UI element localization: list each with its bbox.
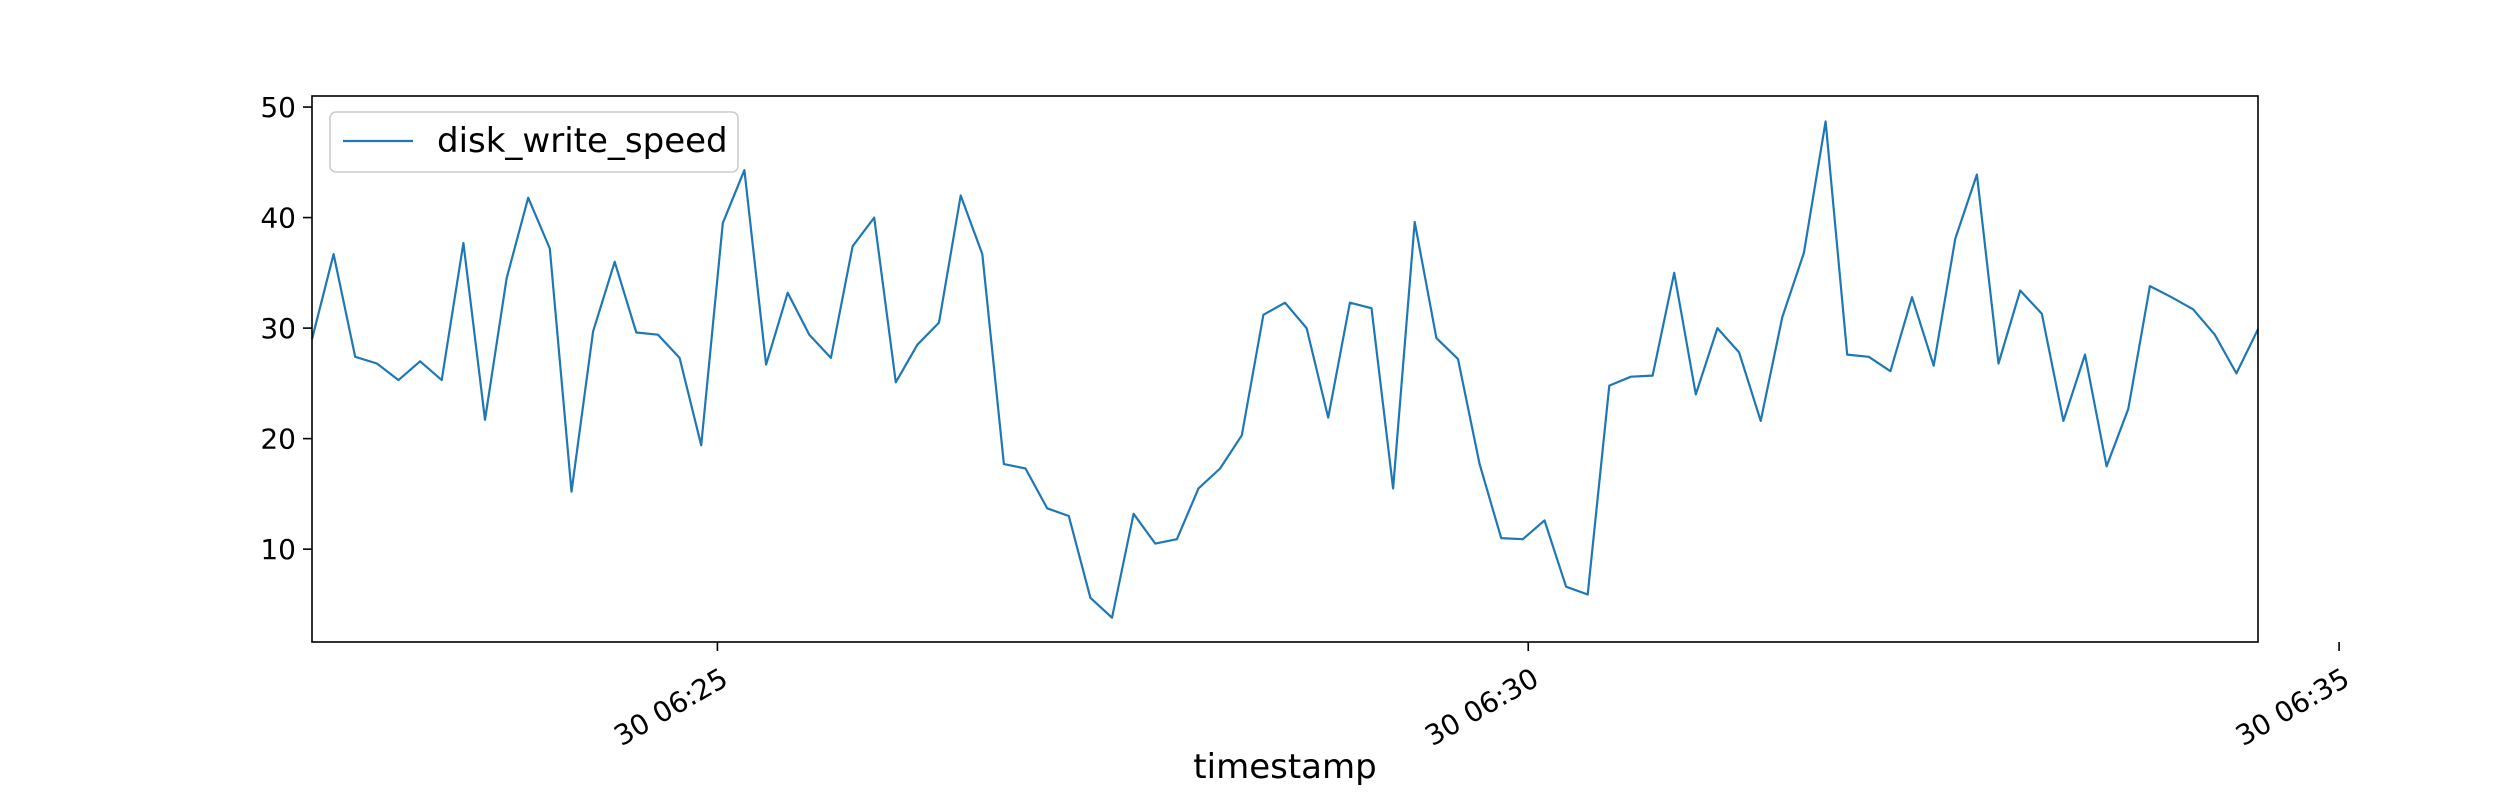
legend-label-disk-write-speed: disk_write_speed [437, 121, 728, 161]
x-tick-label: 30 06:30 [1419, 661, 1544, 752]
y-tick-label: 40 [260, 202, 296, 235]
y-tick-label: 50 [260, 91, 296, 124]
x-axis: 30 06:25 30 06:30 30 06:35 [608, 642, 2355, 753]
y-axis: 10 20 30 40 50 [260, 91, 312, 566]
legend-box [329, 111, 739, 173]
series-layer [310, 120, 2259, 619]
y-tick-label: 10 [260, 533, 296, 566]
y-tick-label: 30 [260, 312, 296, 345]
series-line-disk-write-speed [310, 120, 2259, 619]
plot-frame [311, 95, 2259, 643]
x-tick-label: 30 06:35 [2230, 661, 2355, 752]
x-tick-label: 30 06:25 [608, 661, 733, 752]
y-tick-label: 20 [260, 423, 296, 456]
legend[interactable]: disk_write_speed [329, 111, 739, 173]
plot-background [312, 96, 2258, 642]
x-axis-title: timestamp [1193, 747, 1376, 787]
